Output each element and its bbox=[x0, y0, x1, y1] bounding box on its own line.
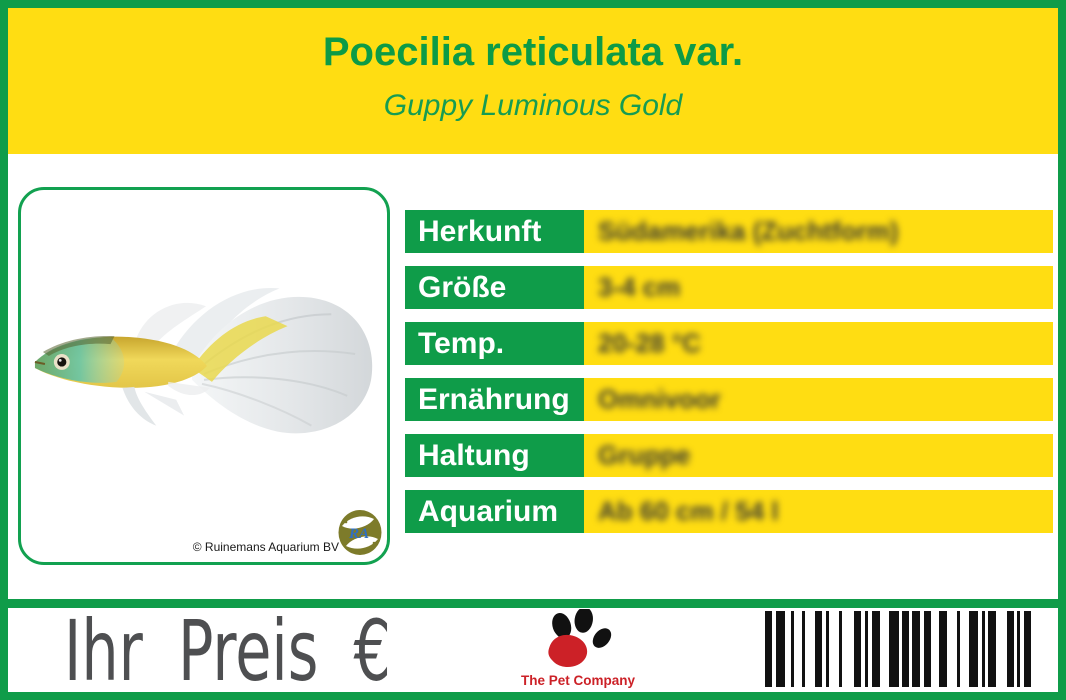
row-label: Größe bbox=[405, 266, 584, 309]
barcode-bar bbox=[912, 611, 920, 687]
barcode-bar bbox=[969, 611, 978, 687]
table-row-aquarium: Aquarium Ab 60 cm / 54 l bbox=[405, 490, 1053, 533]
row-label: Herkunft bbox=[405, 210, 584, 253]
barcode bbox=[765, 611, 1035, 687]
barcode-bar bbox=[924, 611, 931, 687]
photo-copyright: © Ruinemans Aquarium BV bbox=[192, 540, 339, 554]
barcode-bar bbox=[957, 611, 960, 687]
row-label: Ernährung bbox=[405, 378, 584, 421]
table-row-herkunft: Herkunft Südamerika (Zuchtform) bbox=[405, 210, 1053, 253]
blurred-value-text: Omnivoor bbox=[598, 384, 721, 414]
header: Poecilia reticulata var. Guppy Luminous … bbox=[8, 8, 1058, 154]
paw-print-icon bbox=[548, 609, 612, 668]
row-value: Omnivoor bbox=[584, 378, 1053, 421]
row-value: 20-28 °C bbox=[584, 322, 1053, 365]
blurred-value-text: Gruppe bbox=[598, 440, 691, 470]
barcode-bar bbox=[889, 611, 899, 687]
barcode-bar bbox=[982, 611, 985, 687]
blurred-value-text: 3-4 cm bbox=[598, 272, 681, 302]
table-row-haltung: Haltung Gruppe bbox=[405, 434, 1053, 477]
barcode-bar bbox=[802, 611, 805, 687]
row-value: Gruppe bbox=[584, 434, 1053, 477]
table-row-temp: Temp. 20-28 °C bbox=[405, 322, 1053, 365]
common-name-subtitle: Guppy Luminous Gold bbox=[383, 89, 683, 122]
barcode-bar bbox=[988, 611, 996, 687]
barcode-bar bbox=[1024, 611, 1031, 687]
barcode-bar bbox=[791, 611, 794, 687]
pet-company-brand: The Pet Company bbox=[513, 609, 643, 692]
barcode-bar bbox=[939, 611, 947, 687]
blurred-value-text: Südamerika (Zuchtform) bbox=[598, 216, 899, 246]
barcode-bar bbox=[839, 611, 842, 687]
row-value: Südamerika (Zuchtform) bbox=[584, 210, 1053, 253]
table-row-ernaehrung: Ernährung Omnivoor bbox=[405, 378, 1053, 421]
fish-photo-box: RA © Ruinemans Aquarium BV bbox=[18, 187, 390, 565]
barcode-bar bbox=[815, 611, 822, 687]
footer: Ihr Preis € The Pet Company bbox=[8, 608, 1058, 692]
blurred-value-text: Ab 60 cm / 54 l bbox=[598, 496, 779, 526]
brand-name: The Pet Company bbox=[520, 673, 636, 688]
table-row-groesse: Größe 3-4 cm bbox=[405, 266, 1053, 309]
barcode-bar bbox=[902, 611, 909, 687]
species-title: Poecilia reticulata var. bbox=[322, 30, 744, 74]
svg-text:RA: RA bbox=[348, 526, 369, 542]
barcode-bar bbox=[765, 611, 772, 687]
row-label: Aquarium bbox=[405, 490, 584, 533]
row-label: Haltung bbox=[405, 434, 584, 477]
barcode-bar bbox=[776, 611, 785, 687]
row-label: Temp. bbox=[405, 322, 584, 365]
barcode-bar bbox=[1007, 611, 1014, 687]
row-value: Ab 60 cm / 54 l bbox=[584, 490, 1053, 533]
ruinemans-aquarium-logo-icon: RA bbox=[338, 510, 382, 555]
barcode-bar bbox=[865, 611, 868, 687]
footer-divider bbox=[8, 599, 1058, 608]
price-label: Ihr Preis € bbox=[64, 602, 391, 700]
blurred-value-text: 20-28 °C bbox=[598, 328, 701, 358]
barcode-bar bbox=[872, 611, 880, 687]
guppy-fish-image bbox=[34, 287, 373, 434]
barcode-bar bbox=[826, 611, 829, 687]
barcode-bar bbox=[1017, 611, 1020, 687]
row-value: 3-4 cm bbox=[584, 266, 1053, 309]
barcode-bar bbox=[854, 611, 861, 687]
